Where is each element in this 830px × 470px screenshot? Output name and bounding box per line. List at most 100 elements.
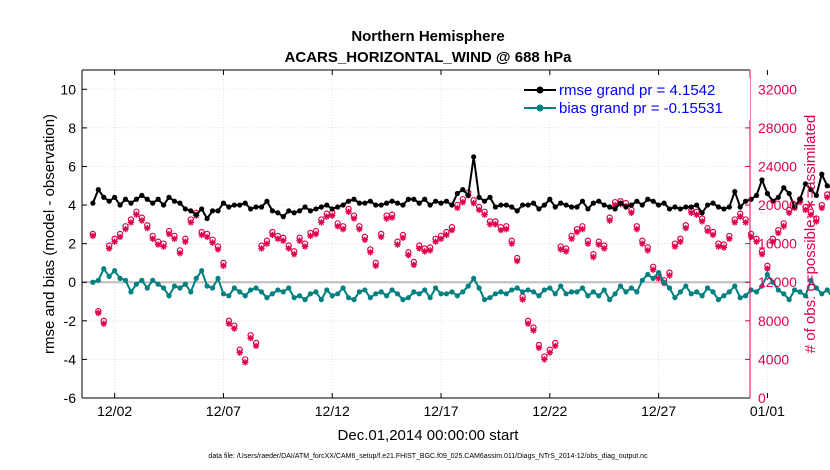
obs-assimilated-point — [280, 237, 287, 244]
bias-point — [449, 289, 455, 295]
obs-assimilated-point — [100, 320, 107, 327]
obs-assimilated-point — [133, 211, 140, 218]
obs-assimilated-point — [573, 228, 581, 236]
bias-point — [808, 277, 814, 283]
obs-assimilated-point — [508, 240, 515, 247]
bias-point — [813, 285, 819, 291]
bias-point — [661, 279, 667, 285]
legend-box — [520, 78, 750, 120]
obs-assimilated-point — [437, 235, 445, 243]
obs-assimilated-point — [785, 209, 793, 216]
rmse-point — [318, 204, 324, 210]
rmse-point — [520, 202, 526, 208]
obs-assimilated-point — [443, 231, 450, 239]
rmse-point — [617, 200, 624, 206]
bias-point — [150, 277, 156, 283]
rmse-point — [296, 208, 303, 214]
rmse-point — [672, 204, 678, 210]
bias-point — [411, 289, 417, 295]
rmse-point — [574, 204, 580, 210]
bias-point — [601, 287, 607, 293]
y2-tick-label: 12000 — [758, 274, 797, 290]
obs-assimilated-point — [633, 225, 641, 233]
bias-point — [492, 291, 499, 297]
bias-point — [193, 275, 199, 281]
obs-assimilated-point — [541, 356, 548, 363]
bias-point — [710, 289, 716, 295]
y2-tick-label: 32000 — [758, 81, 797, 97]
obs-assimilated-point — [698, 218, 706, 225]
bias-point — [677, 289, 683, 295]
obs-assimilated-point — [780, 223, 787, 230]
rmse-point — [656, 202, 662, 208]
rmse-point — [465, 192, 471, 199]
obs-assimilated-point — [747, 233, 755, 241]
bias-point — [552, 291, 558, 297]
bias-point — [171, 283, 178, 289]
obs-assimilated-point — [470, 199, 477, 207]
rmse-point — [487, 194, 493, 200]
rmse-point — [302, 204, 308, 210]
rmse-point — [226, 204, 232, 210]
obs-assimilated-point — [138, 217, 146, 224]
obs-assimilated-point — [742, 219, 749, 226]
rmse-point — [743, 198, 749, 204]
y2-axis-label: # of obs: o=possible; ∗=assimilated — [802, 115, 819, 354]
bias-point — [166, 293, 172, 299]
bias-point — [699, 293, 705, 299]
rmse-point — [503, 202, 509, 208]
obs-assimilated-point — [475, 206, 483, 214]
bias-point — [547, 285, 553, 291]
bias-point — [743, 293, 749, 299]
bias-point — [574, 289, 580, 295]
bias-point — [704, 285, 711, 291]
rmse-point — [688, 204, 694, 210]
rmse-point — [307, 208, 314, 214]
rmse-point — [726, 204, 732, 210]
rmse-point — [432, 198, 439, 204]
rmse-point — [258, 204, 265, 210]
obs-assimilated-point — [775, 229, 782, 237]
legend-rmse-swatch-marker — [536, 86, 544, 94]
obs-assimilated-point — [606, 217, 613, 224]
bias-point — [389, 287, 395, 293]
bias-point — [280, 289, 286, 295]
obs-assimilated-point — [720, 244, 728, 251]
rmse-point — [362, 200, 368, 206]
bias-point — [242, 293, 248, 299]
x-axis-label: Dec.01,2014 00:00:00 start — [338, 427, 520, 444]
x-tick-label: 12/02 — [97, 403, 132, 419]
bias-point — [454, 293, 460, 299]
bias-point — [122, 277, 129, 283]
rmse-point — [764, 190, 771, 197]
rmse-point — [405, 196, 411, 202]
obs-assimilated-point — [377, 233, 385, 241]
obs-assimilated-point — [312, 230, 320, 238]
obs-assimilated-point — [818, 204, 826, 212]
obs-assimilated-point — [481, 211, 488, 218]
obs-assimilated-point — [513, 257, 521, 265]
rmse-point — [209, 208, 216, 214]
obs-assimilated-point — [628, 209, 635, 216]
rmse-point — [509, 204, 515, 210]
obs-assimilated-point — [813, 218, 820, 225]
obs-assimilated-point — [154, 241, 162, 248]
rmse-point — [492, 204, 499, 210]
chart-title-line1: Northern Hemisphere — [351, 28, 504, 45]
bias-point — [367, 295, 373, 301]
bias-point — [770, 279, 776, 285]
bias-point — [623, 289, 629, 295]
obs-assimilated-point — [644, 247, 651, 254]
bias-point — [503, 291, 509, 297]
obs-assimilated-point — [758, 251, 766, 258]
bias-point — [248, 287, 254, 293]
rmse-point — [139, 192, 145, 199]
rmse-point — [541, 202, 547, 208]
obs-assimilated-point — [682, 225, 690, 232]
bias-point — [558, 283, 564, 289]
legend-rmse-label: rmse grand pr = 4.1542 — [559, 82, 715, 99]
rmse-point — [737, 204, 743, 210]
bias-point — [563, 291, 569, 297]
obs-assimilated-point — [704, 227, 711, 235]
obs-assimilated-point — [323, 213, 330, 220]
